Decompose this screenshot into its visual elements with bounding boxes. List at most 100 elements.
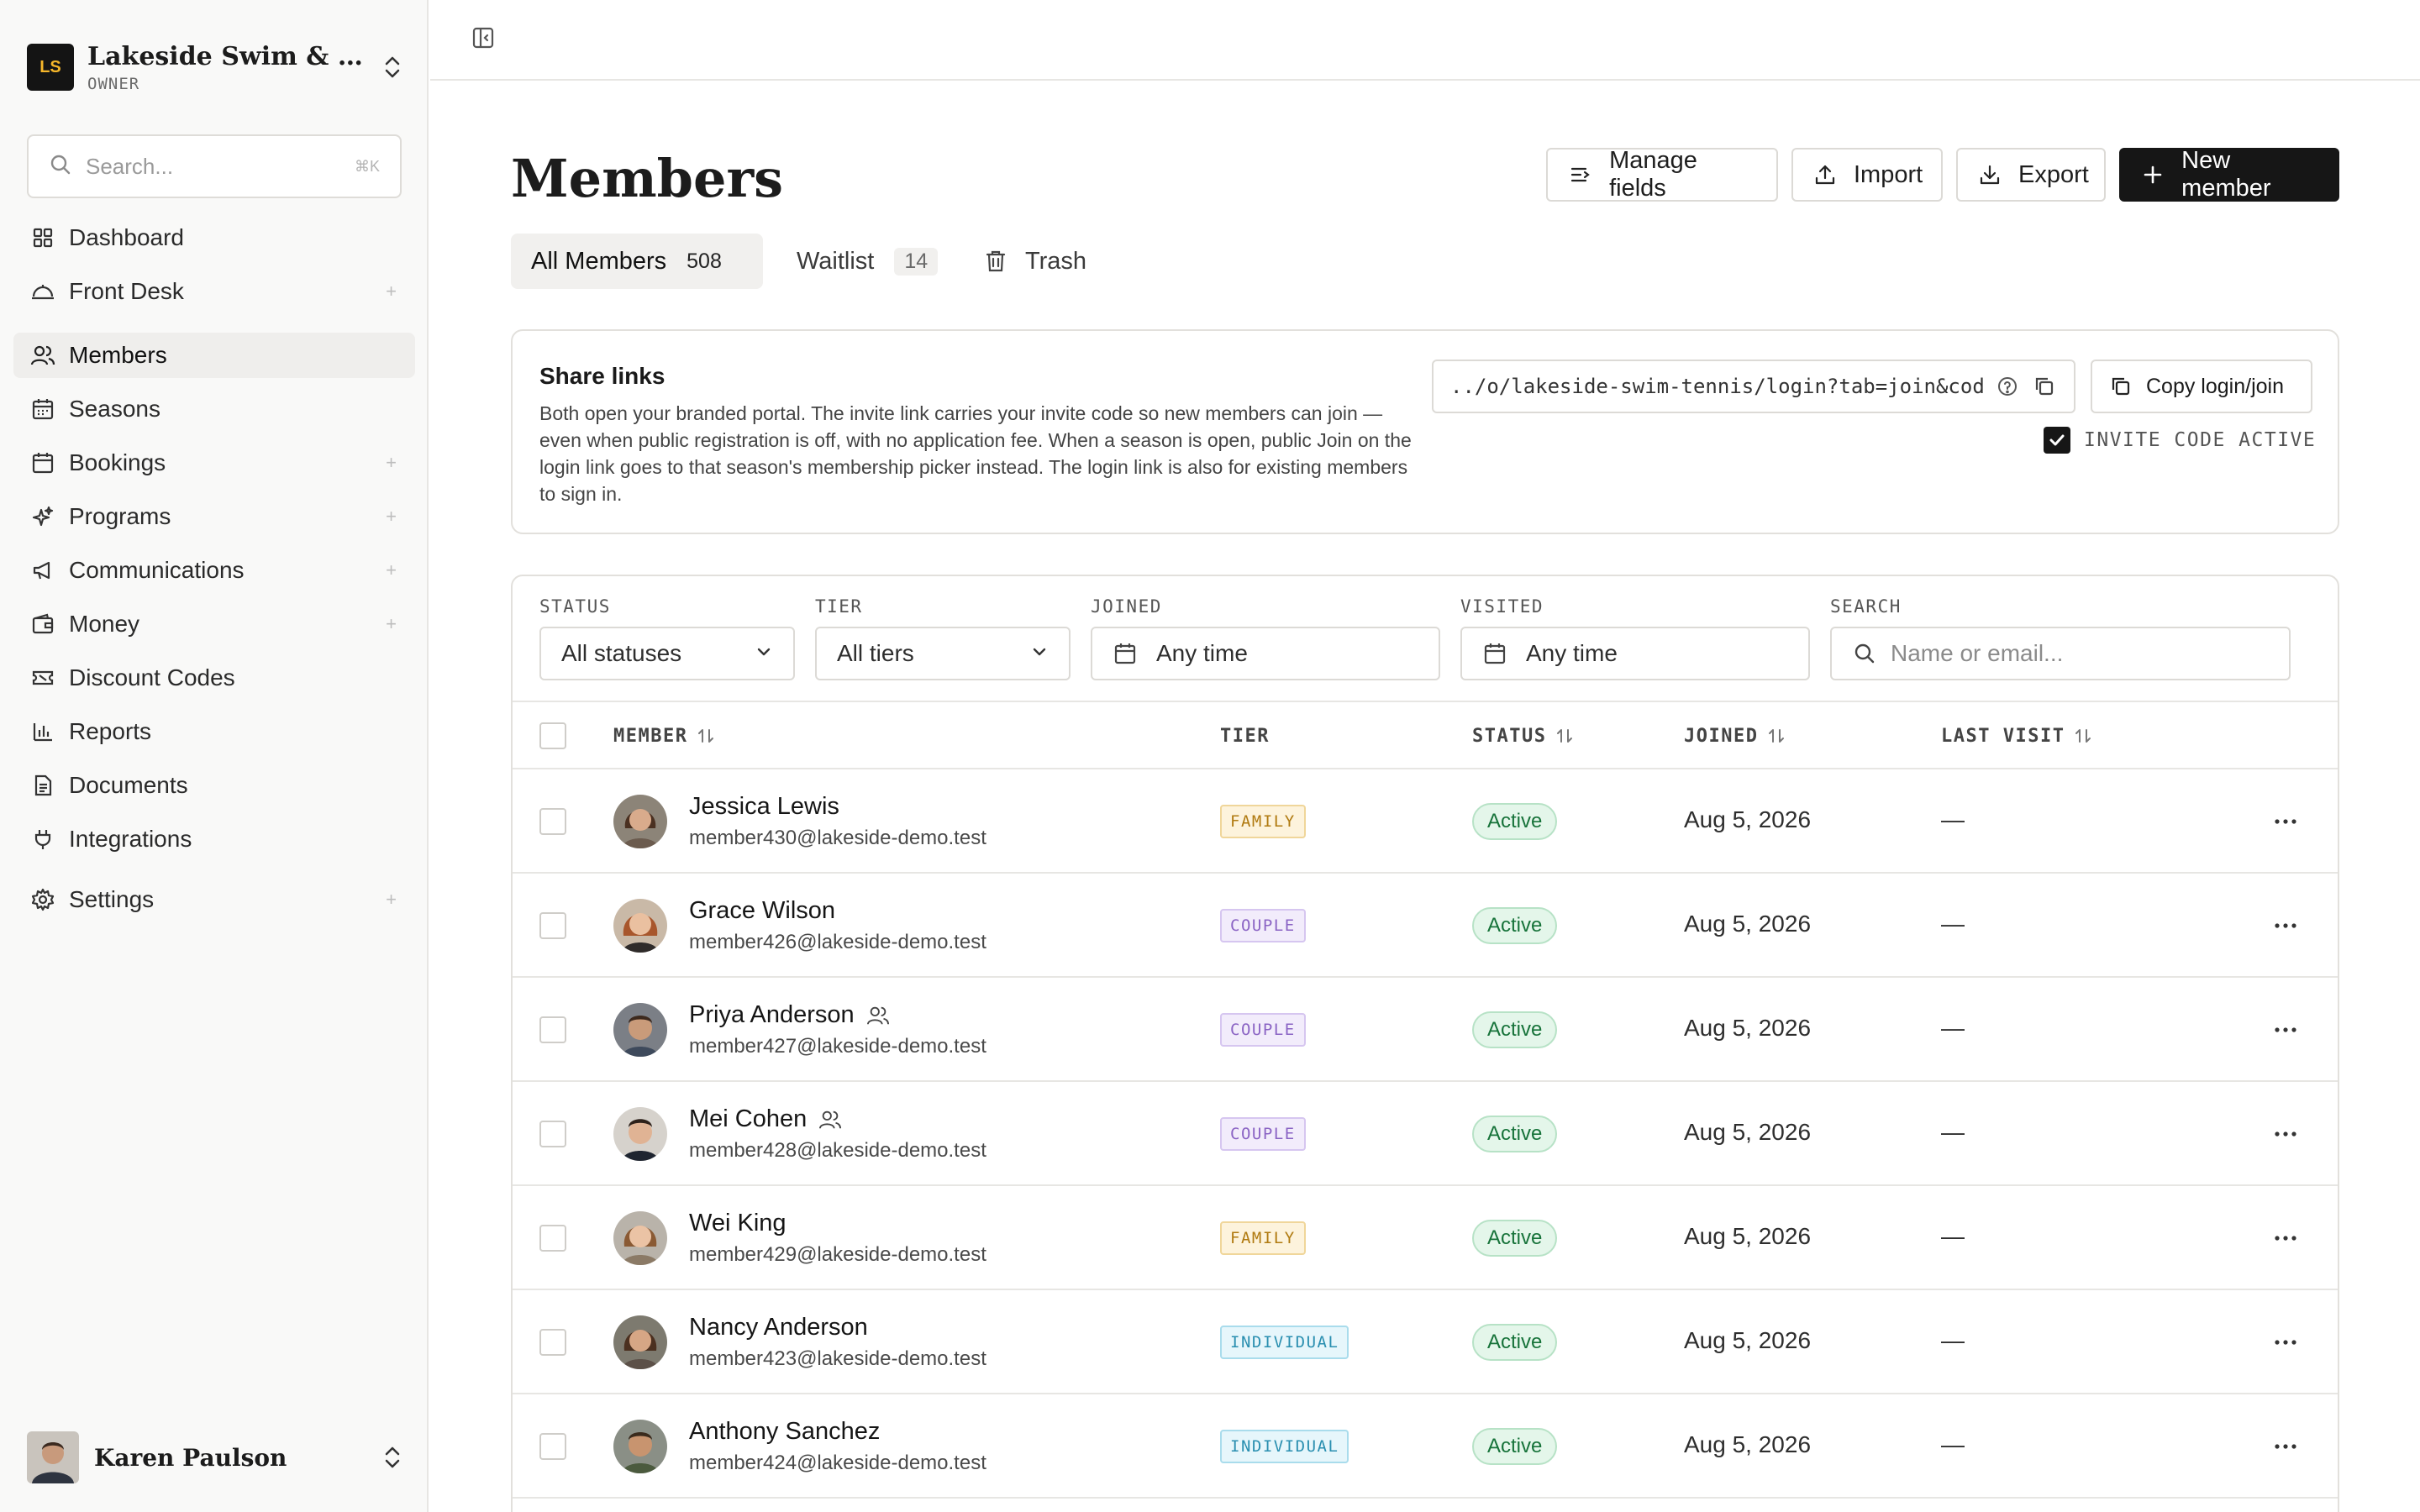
sidebar-item-label: Communications	[69, 557, 245, 583]
more-actions-icon[interactable]	[2269, 914, 2302, 937]
sidebar-item-front-desk[interactable]: Front Desk +	[13, 269, 415, 314]
sidebar-item-money[interactable]: Money +	[13, 601, 415, 647]
share-links-card: Share links Both open your branded porta…	[511, 329, 2339, 534]
tab-waitlist[interactable]: Waitlist 14	[776, 234, 961, 289]
row-checkbox[interactable]	[539, 1016, 566, 1043]
row-checkbox[interactable]	[539, 808, 566, 835]
row-checkbox[interactable]	[539, 912, 566, 939]
sidebar-item-discount-codes[interactable]: Discount Codes	[13, 655, 415, 701]
row-checkbox[interactable]	[539, 1225, 566, 1252]
member-name-text: Jessica Lewis	[689, 793, 839, 820]
member-name[interactable]: Anthony Sanchez	[689, 1418, 880, 1446]
more-actions-icon[interactable]	[2269, 1331, 2302, 1354]
expand-icon[interactable]: +	[386, 889, 397, 910]
row-checkbox[interactable]	[539, 1329, 566, 1356]
checkbox-checked-icon[interactable]	[2044, 427, 2070, 454]
table-row[interactable]: Priya Anderson member427@lakeside-demo.t…	[513, 978, 2338, 1082]
member-name[interactable]: Jessica Lewis	[689, 793, 839, 821]
table-row[interactable]: Anthony Sanchez member424@lakeside-demo.…	[513, 1394, 2338, 1499]
user-menu[interactable]: Karen Paulson	[27, 1428, 405, 1487]
tab-trash[interactable]: Trash	[965, 234, 1133, 289]
sidebar-toggle-icon[interactable]	[471, 25, 501, 55]
import-button[interactable]: Import	[1791, 148, 1943, 202]
tab-count: 14	[894, 247, 939, 276]
sort-icon[interactable]	[696, 726, 716, 746]
visited-filter-input[interactable]: Any time	[1460, 627, 1810, 680]
plug-icon	[29, 825, 57, 853]
expand-icon[interactable]: +	[386, 506, 397, 527]
select-all-checkbox[interactable]	[539, 702, 566, 769]
row-checkbox[interactable]	[539, 1433, 566, 1460]
tier-badge: INDIVIDUAL	[1220, 1326, 1349, 1359]
table-row[interactable]: Jessica Lewis member430@lakeside-demo.te…	[513, 769, 2338, 874]
expand-icon[interactable]: +	[386, 613, 397, 634]
sidebar-item-label: Integrations	[69, 826, 192, 852]
table-row[interactable]: Nancy Anderson member423@lakeside-demo.t…	[513, 1290, 2338, 1394]
tab-count: 508	[687, 249, 722, 273]
dashboard-icon	[29, 223, 57, 252]
sidebar-item-settings[interactable]: Settings +	[13, 877, 415, 922]
chevron-up-down-icon[interactable]	[380, 50, 405, 84]
member-name-text: Nancy Anderson	[689, 1314, 868, 1341]
table-row[interactable]: Grace Wilson member426@lakeside-demo.tes…	[513, 874, 2338, 978]
more-actions-icon[interactable]	[2269, 810, 2302, 833]
member-email: member430@lakeside-demo.test	[689, 827, 986, 849]
copy-icon[interactable]	[2032, 374, 2057, 399]
row-checkbox[interactable]	[539, 1121, 566, 1147]
org-switcher[interactable]: LS Lakeside Swim & Tennis Club OWNER	[27, 42, 405, 93]
table-row[interactable]: Mei Cohen member428@lakeside-demo.test C…	[513, 1082, 2338, 1186]
member-name[interactable]: Grace Wilson	[689, 897, 835, 925]
member-name[interactable]: Wei King	[689, 1210, 786, 1237]
avatar	[613, 1003, 667, 1057]
sidebar-item-bookings[interactable]: Bookings +	[13, 440, 415, 486]
sidebar-item-programs[interactable]: Programs +	[13, 494, 415, 539]
joined-date: Aug 5, 2026	[1684, 911, 1812, 937]
manage-fields-button[interactable]: Manage fields	[1546, 147, 1778, 202]
sidebar-item-members[interactable]: Members	[13, 333, 415, 378]
export-button[interactable]: Export	[1956, 148, 2106, 202]
status-badge: Active	[1472, 1324, 1558, 1361]
member-name[interactable]: Priya Anderson	[689, 1001, 892, 1029]
manage-fields-label: Manage fields	[1609, 147, 1697, 202]
more-actions-icon[interactable]	[2269, 1435, 2302, 1458]
column-header-last-visit[interactable]: LAST VISIT	[1941, 702, 2093, 769]
sidebar-item-integrations[interactable]: Integrations	[13, 816, 415, 862]
sidebar-item-reports[interactable]: Reports	[13, 709, 415, 754]
chevron-up-down-icon[interactable]	[380, 1441, 405, 1474]
tier-filter-select[interactable]: All tiers	[815, 627, 1071, 680]
share-url-field[interactable]: ../o/lakeside-swim-tennis/login?tab=join…	[1432, 360, 2075, 413]
import-label: Import	[1854, 160, 1923, 188]
expand-icon[interactable]: +	[386, 452, 397, 473]
page-title: Members	[511, 148, 784, 209]
member-name[interactable]: Nancy Anderson	[689, 1314, 868, 1341]
sidebar-item-communications[interactable]: Communications +	[13, 548, 415, 593]
last-visit: —	[1941, 911, 1965, 937]
more-actions-icon[interactable]	[2269, 1226, 2302, 1250]
status-filter-select[interactable]: All statuses	[539, 627, 795, 680]
expand-icon[interactable]: +	[386, 281, 397, 302]
more-actions-icon[interactable]	[2269, 1018, 2302, 1042]
column-header-member[interactable]: MEMBER	[613, 702, 716, 769]
help-icon[interactable]	[1995, 374, 2020, 399]
sort-icon[interactable]	[1555, 726, 1575, 746]
invite-code-toggle[interactable]: INVITE CODE ACTIVE	[2044, 425, 2316, 455]
sidebar-item-dashboard[interactable]: Dashboard	[13, 215, 415, 260]
sidebar-item-seasons[interactable]: Seasons	[13, 386, 415, 432]
member-email: member429@lakeside-demo.test	[689, 1243, 986, 1266]
member-search-input[interactable]: Name or email...	[1830, 627, 2291, 680]
column-header-joined[interactable]: JOINED	[1684, 702, 1786, 769]
copy-login-join-button[interactable]: Copy login/join	[2091, 360, 2312, 413]
column-header-status[interactable]: STATUS	[1472, 702, 1575, 769]
calendar-icon	[1113, 641, 1138, 666]
new-member-button[interactable]: New member	[2119, 147, 2339, 202]
joined-filter-input[interactable]: Any time	[1091, 627, 1440, 680]
table-row[interactable]: Wei King member429@lakeside-demo.test FA…	[513, 1186, 2338, 1290]
more-actions-icon[interactable]	[2269, 1122, 2302, 1146]
sidebar-item-documents[interactable]: Documents	[13, 763, 415, 808]
expand-icon[interactable]: +	[386, 559, 397, 580]
sidebar-search[interactable]: Search... ⌘K	[27, 134, 402, 198]
sort-icon[interactable]	[2073, 726, 2093, 746]
tab-all-members[interactable]: All Members 508	[511, 234, 763, 289]
sort-icon[interactable]	[1766, 726, 1786, 746]
member-name[interactable]: Mei Cohen	[689, 1105, 844, 1133]
